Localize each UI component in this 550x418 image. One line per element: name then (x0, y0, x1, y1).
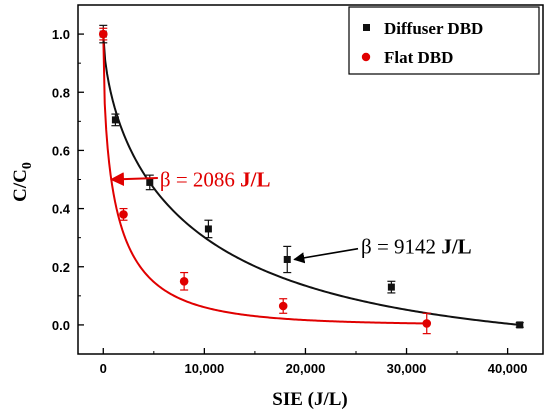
beta-unit: J/L (240, 168, 270, 192)
beta-symbol: β (160, 168, 171, 192)
y-axis-label-main: C/C (10, 169, 31, 202)
beta-unit: J/L (441, 234, 471, 258)
fit-curve-diffuser (102, 34, 520, 326)
y-tick-label: 0.2 (52, 260, 70, 275)
y-tick-label: 0.4 (52, 202, 71, 217)
y-tick-label: 0.8 (52, 85, 70, 100)
y-axis-label: C/C0 (10, 162, 35, 202)
beta-annotation-diffuser: β = 9142 J/L (361, 234, 472, 258)
data-point-diffuser (283, 255, 291, 263)
data-point-diffuser (516, 321, 524, 329)
x-tick-label: 30,000 (387, 361, 427, 376)
data-point-diffuser (204, 225, 212, 233)
x-tick-label: 10,000 (184, 361, 224, 376)
data-point-flat (278, 301, 288, 311)
data-point-flat (98, 29, 108, 39)
x-axis-label: SIE (J/L) (272, 389, 348, 410)
annotation-arrow-flat (109, 172, 158, 187)
annotation-arrow-diffuser (293, 247, 359, 264)
data-point-diffuser (387, 283, 395, 291)
beta-value: = 2086 (171, 168, 241, 192)
legend-box (348, 6, 540, 75)
y-tick-label: 0.0 (52, 318, 70, 333)
legend-marker-diffuser (363, 24, 370, 31)
beta-value: = 9142 (372, 234, 442, 258)
y-axis-label-subscript: 0 (20, 162, 35, 169)
data-point-flat (119, 210, 128, 219)
legend-label-diffuser: Diffuser DBD (384, 19, 483, 38)
x-tick-label: 0 (100, 361, 107, 376)
x-tick-label: 20,000 (286, 361, 326, 376)
beta-annotation-flat: β = 2086 J/L (160, 168, 271, 192)
data-point-diffuser (111, 116, 119, 124)
legend-marker-flat (361, 52, 371, 62)
x-tick-label: 40,000 (488, 361, 528, 376)
fit-curve-flat (102, 34, 427, 325)
beta-symbol: β (361, 234, 372, 258)
data-point-flat (422, 319, 432, 328)
data-point-flat (179, 276, 189, 286)
legend: Diffuser DBD Flat DBD (348, 6, 540, 75)
y-tick-label: 1.0 (52, 27, 70, 42)
data-point-diffuser (146, 178, 154, 186)
y-tick-label: 0.6 (52, 143, 70, 158)
legend-label-flat: Flat DBD (384, 48, 453, 67)
